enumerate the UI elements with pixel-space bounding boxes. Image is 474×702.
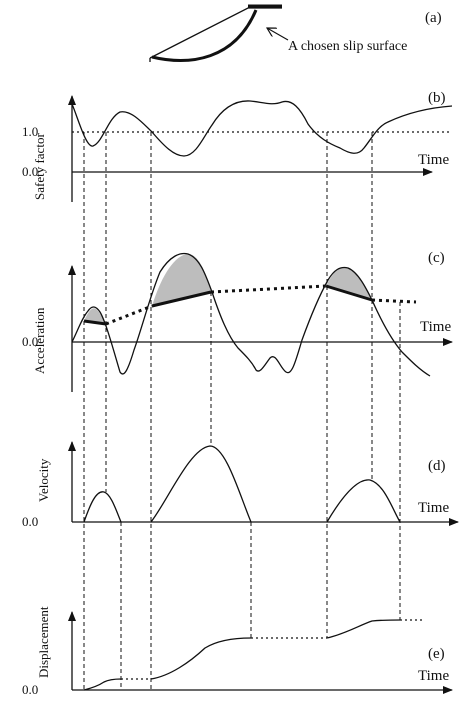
panel-c-label: (c) bbox=[428, 250, 445, 266]
panel-c-x-label: Time bbox=[420, 319, 451, 335]
panel-d-velocity-pulse-2 bbox=[150, 445, 252, 523]
panel-d-velocity-pulse-1 bbox=[83, 491, 122, 523]
panel-c-excess-area-2 bbox=[152, 253, 211, 306]
panel-b-y-label: Safety factor bbox=[32, 133, 47, 200]
panel-c-y-label: Acceleration bbox=[32, 307, 47, 374]
panel-e-x-label: Time bbox=[418, 668, 449, 684]
panel-b-tick-one: 1.0 bbox=[22, 124, 38, 139]
panel-e-tick-zero: 0.0 bbox=[22, 682, 38, 697]
panel-c-critical-acceleration-line bbox=[105, 284, 417, 326]
panel-c-excess-area-3 bbox=[326, 266, 372, 300]
panel-d: 0.0 Time Velocity (d) bbox=[22, 441, 459, 529]
panel-b-tick-zero: 0.0 bbox=[22, 164, 38, 179]
slip-surface-label: A chosen slip surface bbox=[288, 39, 407, 54]
panel-d-tick-zero: 0.0 bbox=[22, 514, 38, 529]
slip-surface-pointer bbox=[267, 28, 289, 41]
panel-d-label: (d) bbox=[428, 458, 446, 474]
panel-e: 0.0 Time Displacement (e) bbox=[22, 606, 453, 697]
slip-surface-curve bbox=[151, 9, 258, 62]
panel-b-safety-curve bbox=[71, 100, 453, 157]
panel-c-acceleration-curve bbox=[71, 252, 431, 377]
panel-c: 0.0 Time Acceleration (c) bbox=[22, 250, 453, 392]
panel-d-velocity-pulse-3 bbox=[326, 479, 401, 523]
panel-e-y-label: Displacement bbox=[36, 606, 51, 678]
panel-c-excess-area-1 bbox=[84, 308, 106, 324]
panel-b-x-label: Time bbox=[418, 152, 449, 168]
panel-b-label: (b) bbox=[428, 90, 446, 106]
panel-e-label: (e) bbox=[428, 646, 445, 662]
panel-c-tick-zero: 0.0 bbox=[22, 334, 38, 349]
panel-d-y-label: Velocity bbox=[36, 458, 51, 502]
panel-a-label: (a) bbox=[425, 10, 442, 26]
panel-d-x-label: Time bbox=[418, 500, 449, 516]
panel-e-hold-segments bbox=[121, 619, 424, 680]
panel-b: 1.0 0.0 Time Safety factor (b) bbox=[22, 90, 453, 202]
panel-e-displacement-curve bbox=[83, 619, 401, 691]
time-guide-lines bbox=[83, 132, 401, 690]
panel-c-critical-thick-segments bbox=[83, 284, 373, 326]
slope-outline bbox=[149, 7, 282, 62]
panel-a: A chosen slip surface (a) bbox=[149, 4, 442, 62]
